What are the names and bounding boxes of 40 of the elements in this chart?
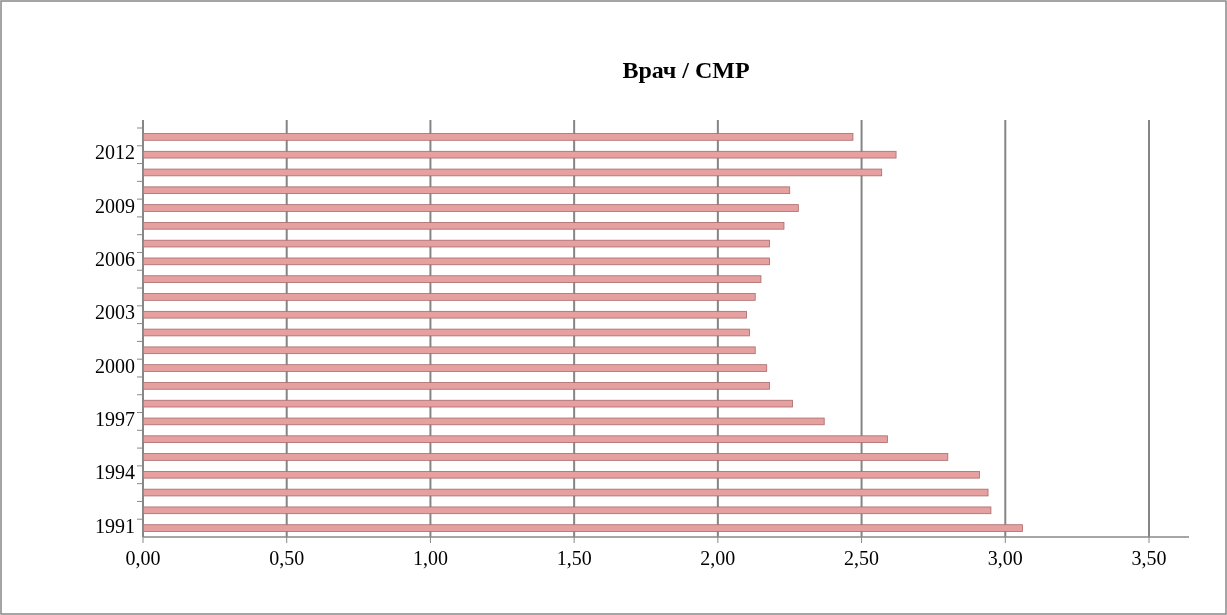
bar bbox=[142, 222, 785, 230]
y-tick-label: 1997 bbox=[95, 408, 135, 431]
bar bbox=[142, 399, 793, 408]
x-tick-label: 0,00 bbox=[125, 547, 161, 569]
bar bbox=[142, 346, 756, 355]
bar bbox=[142, 133, 854, 141]
y-tick-label: 2000 bbox=[95, 354, 135, 377]
bar bbox=[142, 382, 770, 390]
x-tick-label: 0,50 bbox=[269, 547, 305, 569]
y-tick-label: 1994 bbox=[95, 461, 135, 484]
bar bbox=[142, 453, 949, 461]
x-tick-label: 3,50 bbox=[1131, 547, 1167, 569]
x-tick-label: 2,50 bbox=[844, 547, 880, 569]
bar bbox=[142, 150, 897, 159]
bar bbox=[142, 328, 750, 337]
x-tick-label: 2,00 bbox=[700, 547, 736, 569]
bar bbox=[142, 239, 770, 248]
bar bbox=[142, 417, 825, 426]
x-tick-label: 3,00 bbox=[987, 547, 1023, 569]
bar bbox=[142, 310, 747, 319]
bar bbox=[142, 435, 888, 443]
bar bbox=[142, 293, 756, 301]
y-tick-label: 2003 bbox=[95, 301, 135, 324]
bar bbox=[142, 204, 799, 212]
x-tick-label: 1,50 bbox=[556, 547, 592, 569]
bar bbox=[142, 364, 768, 372]
y-tick-label: 2012 bbox=[95, 141, 135, 164]
bar bbox=[142, 506, 992, 515]
bar bbox=[142, 470, 980, 479]
bar bbox=[142, 168, 883, 177]
y-tick-label: 2006 bbox=[95, 247, 135, 270]
bar bbox=[142, 257, 770, 266]
chart-title: Врач / СМР bbox=[622, 57, 750, 83]
bar bbox=[142, 186, 791, 195]
y-tick-label: 2009 bbox=[95, 194, 135, 217]
x-tick-label: 1,00 bbox=[412, 547, 448, 569]
bar bbox=[142, 275, 762, 283]
y-tick-label: 1991 bbox=[95, 514, 135, 537]
bar bbox=[142, 488, 989, 497]
bar bbox=[142, 524, 1023, 532]
